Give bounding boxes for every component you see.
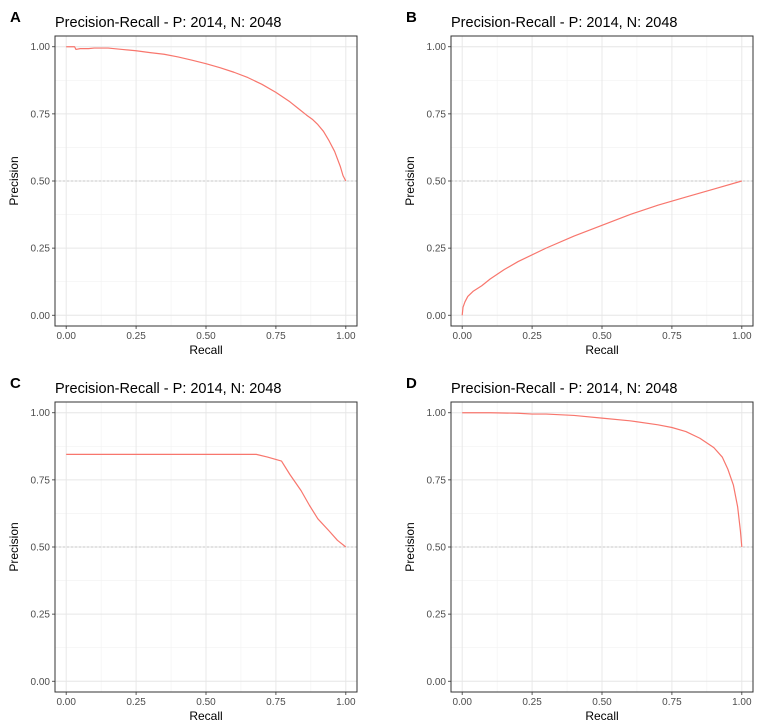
x-tick-label: 1.00 [336,331,356,342]
plot-frame [54,401,358,693]
x-tick-label: 0.00 [56,697,76,708]
y-tick-label: 0.75 [427,475,447,486]
x-tick-label: 0.75 [266,697,286,708]
x-tick-label: 0.00 [56,331,76,342]
y-tick-label: 0.00 [31,311,51,322]
x-tick-label: 0.25 [126,331,146,342]
x-tick-label: 1.00 [336,697,356,708]
pr-curve-line [66,453,347,548]
x-tick-label: 0.25 [522,331,542,342]
panel-letter: B [406,9,417,26]
y-axis-label: Precision [7,522,21,571]
x-tick-label: 0.00 [452,697,472,708]
x-tick-label: 0.50 [592,697,612,708]
y-tick-label: 1.00 [427,408,447,419]
chart-title: Precision-Recall - P: 2014, N: 2048 [55,15,281,31]
y-tick-label: 0.00 [427,677,447,688]
panel-d: D Precision-Recall - P: 2014, N: 2048 0.00… [403,375,754,723]
plot-frame [54,35,358,327]
pr-curve-line [462,412,743,548]
y-tick-label: 0.25 [31,244,51,255]
y-axis-label: Precision [403,522,417,571]
y-tick-label: 0.50 [427,177,447,188]
panel-letter: C [10,375,21,392]
x-tick-label: 0.25 [126,697,146,708]
panel-a: A Precision-Recall - P: 2014, N: 2048 0.00… [7,9,358,357]
y-axis-label: Precision [403,156,417,205]
plot-frame [450,401,754,693]
x-tick-label: 0.00 [452,331,472,342]
x-tick-label: 0.75 [662,697,682,708]
x-tick-label: 0.50 [196,697,216,708]
x-axis-label: Recall [585,343,618,357]
y-tick-label: 0.75 [31,109,51,120]
x-tick-label: 1.00 [732,697,752,708]
y-tick-label: 0.50 [427,543,447,554]
y-tick-label: 1.00 [31,42,51,53]
panel-c: C Precision-Recall - P: 2014, N: 2048 0.00… [7,375,358,723]
panel-letter: D [406,375,417,392]
plot-frame [450,35,754,327]
pr-curve-line [66,46,347,182]
pr-curve-line [461,180,742,316]
x-axis-label: Recall [189,709,222,723]
y-tick-label: 0.00 [427,311,447,322]
x-tick-label: 0.75 [266,331,286,342]
y-tick-label: 0.25 [427,610,447,621]
x-tick-label: 1.00 [732,331,752,342]
x-axis-label: Recall [189,343,222,357]
y-axis-label: Precision [7,156,21,205]
chart-title: Precision-Recall - P: 2014, N: 2048 [55,381,281,397]
x-tick-label: 0.50 [592,331,612,342]
y-tick-label: 0.25 [31,610,51,621]
x-tick-label: 0.50 [196,331,216,342]
chart-title: Precision-Recall - P: 2014, N: 2048 [451,15,677,31]
panel-letter: A [10,9,21,26]
y-tick-label: 0.75 [427,109,447,120]
y-tick-label: 1.00 [427,42,447,53]
x-axis-label: Recall [585,709,618,723]
y-tick-label: 0.50 [31,177,51,188]
y-tick-label: 0.75 [31,475,51,486]
chart-title: Precision-Recall - P: 2014, N: 2048 [451,381,677,397]
x-tick-label: 0.75 [662,331,682,342]
y-tick-label: 0.25 [427,244,447,255]
y-tick-label: 0.00 [31,677,51,688]
x-tick-label: 0.25 [522,697,542,708]
panel-b: B Precision-Recall - P: 2014, N: 2048 0.00… [403,9,754,357]
y-tick-label: 0.50 [31,543,51,554]
y-tick-label: 1.00 [31,408,51,419]
